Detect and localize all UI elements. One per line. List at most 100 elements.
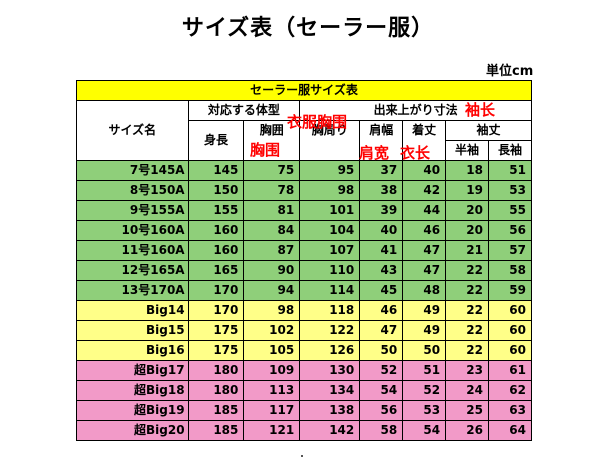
size-name-cell: 超Big19 <box>76 400 189 421</box>
table-row: 10号160A 160 84 104 40 46 20 56 <box>76 220 533 241</box>
header-chest: 胸囲 <box>243 120 301 161</box>
size-table: セーラー服サイズ表 サイズ名 対応する体型 出来上がり寸法 身長 胸囲 胸周り … <box>76 80 533 441</box>
table-row: 8号150A 150 78 98 38 42 19 53 <box>76 180 533 201</box>
height-value: 170 <box>187 300 245 321</box>
header-body-group: 対応する体型 <box>187 100 301 121</box>
size-name-cell: 超Big20 <box>76 420 189 441</box>
shoulder-value: 38 <box>359 180 404 201</box>
shoulder-value: 50 <box>359 340 404 361</box>
height-value: 160 <box>187 240 245 261</box>
height-value: 180 <box>187 380 245 401</box>
chest-around-value: 104 <box>299 220 361 241</box>
long-sleeve-value: 61 <box>487 360 533 381</box>
chest-value: 113 <box>243 380 301 401</box>
length-value: 49 <box>402 320 447 341</box>
shoulder-value: 58 <box>359 420 404 441</box>
height-value: 180 <box>187 360 245 381</box>
chest-around-value: 122 <box>299 320 361 341</box>
half-sleeve-value: 22 <box>445 320 489 341</box>
shoulder-value: 37 <box>359 160 404 181</box>
chest-around-value: 126 <box>299 340 361 361</box>
half-sleeve-value: 21 <box>445 240 489 261</box>
shoulder-value: 39 <box>359 200 404 221</box>
table-row: 超Big18 180 113 134 54 52 24 62 <box>76 380 533 401</box>
chest-around-value: 98 <box>299 180 361 201</box>
long-sleeve-value: 60 <box>487 300 533 321</box>
chest-around-value: 138 <box>299 400 361 421</box>
height-value: 170 <box>187 280 245 301</box>
long-sleeve-value: 58 <box>487 260 533 281</box>
half-sleeve-value: 25 <box>445 400 489 421</box>
table-row: 13号170A 170 94 114 45 48 22 59 <box>76 280 533 301</box>
table-row: 超Big17 180 109 130 52 51 23 61 <box>76 360 533 381</box>
page-title: サイズ表（セーラー服） <box>181 16 435 41</box>
chest-value: 117 <box>243 400 301 421</box>
long-sleeve-value: 57 <box>487 240 533 261</box>
half-sleeve-value: 22 <box>445 280 489 301</box>
chest-value: 98 <box>243 300 301 321</box>
long-sleeve-value: 63 <box>487 400 533 421</box>
chest-value: 75 <box>243 160 301 181</box>
chest-value: 90 <box>243 260 301 281</box>
long-sleeve-value: 62 <box>487 380 533 401</box>
header-height: 身長 <box>187 120 245 161</box>
shoulder-value: 40 <box>359 220 404 241</box>
half-sleeve-value: 22 <box>445 300 489 321</box>
table-row: 超Big19 185 117 138 56 53 25 63 <box>76 400 533 421</box>
height-value: 175 <box>187 320 245 341</box>
stray-dot <box>301 455 303 457</box>
half-sleeve-value: 20 <box>445 220 489 241</box>
long-sleeve-value: 51 <box>487 160 533 181</box>
half-sleeve-value: 22 <box>445 340 489 361</box>
length-value: 40 <box>402 160 447 181</box>
length-value: 53 <box>402 400 447 421</box>
shoulder-value: 45 <box>359 280 404 301</box>
chest-around-value: 107 <box>299 240 361 261</box>
height-value: 145 <box>187 160 245 181</box>
length-value: 54 <box>402 420 447 441</box>
table-row: 7号145A 145 75 95 37 40 18 51 <box>76 160 533 181</box>
height-value: 165 <box>187 260 245 281</box>
shoulder-value: 46 <box>359 300 404 321</box>
size-name-cell: 8号150A <box>76 180 189 201</box>
size-name-cell: Big16 <box>76 340 189 361</box>
size-name-cell: 12号165A <box>76 260 189 281</box>
long-sleeve-value: 60 <box>487 320 533 341</box>
height-value: 185 <box>187 420 245 441</box>
table-row: 12号165A 165 90 110 43 47 22 58 <box>76 260 533 281</box>
length-value: 42 <box>402 180 447 201</box>
size-name-cell: 超Big17 <box>76 360 189 381</box>
header-finished-group: 出来上がり寸法 <box>299 100 532 121</box>
shoulder-value: 52 <box>359 360 404 381</box>
size-name-cell: 超Big18 <box>76 380 189 401</box>
long-sleeve-value: 56 <box>487 220 533 241</box>
unit-label: 単位cm <box>486 64 534 79</box>
length-value: 47 <box>402 260 447 281</box>
table-row: 11号160A 160 87 107 41 47 21 57 <box>76 240 533 261</box>
half-sleeve-value: 18 <box>445 160 489 181</box>
chest-around-value: 110 <box>299 260 361 281</box>
chest-around-value: 134 <box>299 380 361 401</box>
chest-around-value: 118 <box>299 300 361 321</box>
chest-around-value: 142 <box>299 420 361 441</box>
length-value: 49 <box>402 300 447 321</box>
height-value: 160 <box>187 220 245 241</box>
height-value: 175 <box>187 340 245 361</box>
header-size-name: サイズ名 <box>76 100 189 161</box>
half-sleeve-value: 19 <box>445 180 489 201</box>
chest-value: 84 <box>243 220 301 241</box>
length-value: 46 <box>402 220 447 241</box>
header-half-sleeve: 半袖 <box>445 140 489 161</box>
size-name-cell: 9号155A <box>76 200 189 221</box>
length-value: 51 <box>402 360 447 381</box>
half-sleeve-value: 23 <box>445 360 489 381</box>
table-caption: セーラー服サイズ表 <box>76 80 532 101</box>
shoulder-value: 41 <box>359 240 404 261</box>
chest-value: 78 <box>243 180 301 201</box>
length-value: 44 <box>402 200 447 221</box>
height-value: 185 <box>187 400 245 421</box>
length-value: 47 <box>402 240 447 261</box>
chest-around-value: 114 <box>299 280 361 301</box>
long-sleeve-value: 55 <box>487 200 533 221</box>
long-sleeve-value: 64 <box>487 420 533 441</box>
